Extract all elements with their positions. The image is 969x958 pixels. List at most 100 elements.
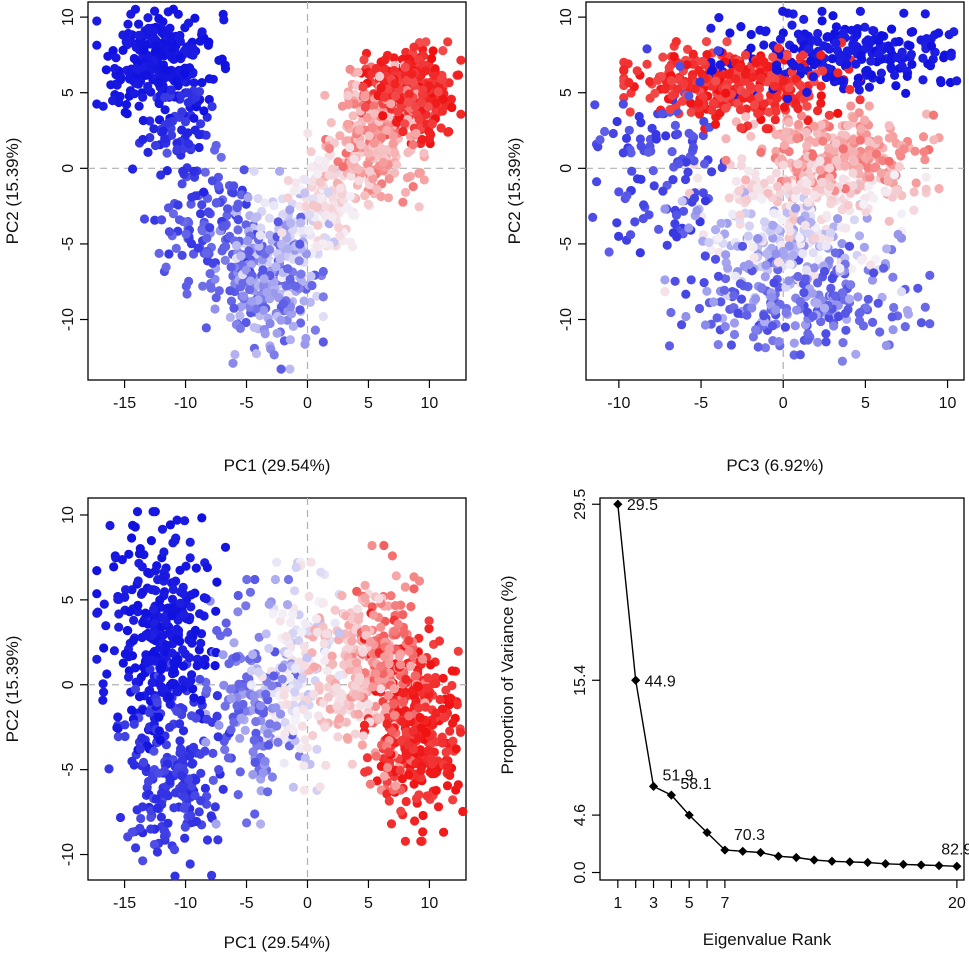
scatter-point xyxy=(165,692,175,702)
scatter-point xyxy=(848,168,858,178)
scatter-point xyxy=(667,90,677,101)
scatter-point xyxy=(627,166,637,176)
scatter-point xyxy=(320,90,330,100)
scatter-point xyxy=(345,658,355,668)
scatter-point xyxy=(103,51,113,61)
scatter-point xyxy=(154,13,164,24)
scatter-point xyxy=(856,255,867,265)
scatter-point xyxy=(158,630,168,640)
scatter-point xyxy=(382,719,392,729)
scatter-point xyxy=(214,286,224,296)
scatter-point xyxy=(110,63,120,74)
scatter-point xyxy=(160,134,170,144)
scatter-point xyxy=(677,320,687,330)
scatter-point xyxy=(684,223,694,233)
scatter-point xyxy=(135,744,145,754)
x-axis-title: PC1 (29.54%) xyxy=(224,456,331,475)
scatter-point xyxy=(236,302,246,312)
scatter-point xyxy=(744,259,754,270)
scatter-point xyxy=(198,281,208,291)
scatter-point xyxy=(401,187,411,197)
scatter-point xyxy=(304,210,314,220)
scatter-point xyxy=(264,213,274,223)
scatter-point xyxy=(259,305,269,315)
scatter-point xyxy=(179,610,189,620)
scatter-point xyxy=(793,159,803,169)
scatter-point xyxy=(387,726,397,737)
scatter-point xyxy=(200,783,210,794)
scatter-point xyxy=(345,64,355,74)
scatter-point xyxy=(363,699,373,709)
scatter-point xyxy=(288,321,298,331)
x-tick-label: 0 xyxy=(303,895,312,912)
scatter-points xyxy=(588,6,962,366)
scatter-point xyxy=(869,163,880,173)
scatter-point xyxy=(648,166,658,176)
scatter-point xyxy=(192,661,202,671)
scatter-point xyxy=(768,220,778,230)
scatter-point xyxy=(808,248,818,258)
cumulative-annotation: 82.9 xyxy=(941,841,969,858)
scatter-point xyxy=(226,693,236,704)
scatter-point xyxy=(180,822,190,832)
scatter-point xyxy=(211,647,221,658)
scatter-point xyxy=(863,136,873,146)
scatter-point xyxy=(111,53,121,63)
scatter-point xyxy=(671,37,681,47)
scatter-point xyxy=(665,104,675,115)
scatter-point xyxy=(638,214,648,224)
scatter-point xyxy=(367,540,377,551)
scatter-point xyxy=(149,33,159,43)
scatter-point xyxy=(150,566,160,576)
scatter-point xyxy=(359,55,369,65)
scatter-point xyxy=(910,146,920,156)
scatter-point xyxy=(163,118,174,128)
x-tick-label: 5 xyxy=(364,395,373,412)
scatter-point xyxy=(142,658,152,668)
scatter-point xyxy=(137,587,147,598)
scatter-point xyxy=(759,311,769,321)
scatter-point xyxy=(925,319,935,329)
scatter-point xyxy=(172,515,182,525)
scatter-point xyxy=(315,177,325,188)
scatter-point xyxy=(363,199,373,209)
scatter-point xyxy=(816,317,826,327)
scree-marker xyxy=(773,851,784,861)
scatter-point xyxy=(388,139,398,149)
scatter-point xyxy=(771,65,782,75)
scatter-point xyxy=(668,175,678,185)
scatter-point xyxy=(433,87,443,97)
scatter-point xyxy=(888,325,898,335)
scatter-point xyxy=(729,329,740,340)
scatter-point xyxy=(398,717,408,727)
scatter-point xyxy=(177,771,187,781)
scatter-point xyxy=(150,6,160,16)
scatter-point xyxy=(906,49,917,60)
scatter-point xyxy=(188,43,198,53)
scatter-point xyxy=(894,162,904,172)
scatter-point xyxy=(845,84,855,95)
scatter-point xyxy=(371,701,381,712)
scatter-point xyxy=(143,13,153,23)
scatter-point xyxy=(162,759,172,769)
scatter-point xyxy=(269,671,279,681)
scatter-point xyxy=(728,209,738,219)
scatter-point xyxy=(342,202,352,212)
scatter-point xyxy=(206,811,216,821)
x-tick-label: -5 xyxy=(694,395,708,412)
scatter-point xyxy=(909,205,919,215)
scatter-point xyxy=(740,76,750,86)
scatter-point xyxy=(626,230,636,240)
scatter-point xyxy=(178,589,188,599)
scree-marker xyxy=(809,855,819,865)
scatter-point xyxy=(401,727,411,737)
scatter-point xyxy=(223,627,233,637)
scatter-point xyxy=(767,292,777,302)
scatter-point xyxy=(921,184,931,194)
scatter-point xyxy=(916,318,927,328)
y-tick-label: 0 xyxy=(60,680,77,689)
x-tick-label: -15 xyxy=(113,395,136,412)
scatter-point xyxy=(120,592,130,603)
scatter-point xyxy=(699,159,710,169)
scatter-point xyxy=(125,74,135,84)
